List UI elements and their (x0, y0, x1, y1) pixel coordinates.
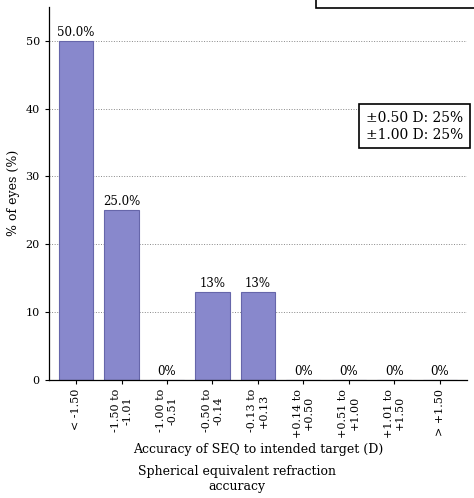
Text: 13%: 13% (200, 276, 226, 290)
Bar (59, 41, 93, 380)
Text: 0%: 0% (339, 365, 358, 377)
Text: ±0.50 D: 25%
±1.00 D: 25%: ±0.50 D: 25% ±1.00 D: 25% (365, 112, 463, 141)
Bar (195, 292, 229, 380)
Bar (104, 210, 138, 380)
Text: 0%: 0% (158, 365, 176, 377)
Y-axis label: % of eyes (%): % of eyes (%) (7, 150, 20, 237)
Text: 25.0%: 25.0% (103, 195, 140, 208)
Text: 0%: 0% (430, 365, 449, 377)
Text: 0%: 0% (294, 365, 313, 377)
X-axis label: Accuracy of SEQ to intended target (D): Accuracy of SEQ to intended target (D) (133, 443, 383, 456)
Text: 13%: 13% (245, 276, 271, 290)
Text: Spherical equivalent refraction
accuracy: Spherical equivalent refraction accuracy (138, 465, 336, 493)
Text: 0%: 0% (385, 365, 404, 377)
Text: 50.0%: 50.0% (57, 26, 95, 39)
Bar (241, 292, 275, 380)
